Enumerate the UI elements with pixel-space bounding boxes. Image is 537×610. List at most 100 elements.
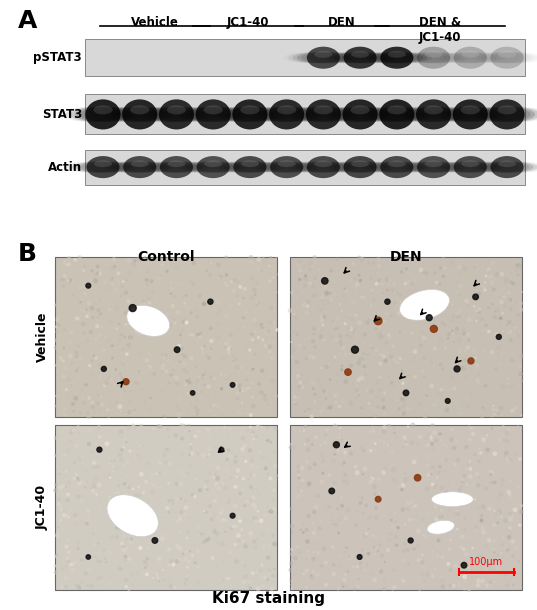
Circle shape: [410, 540, 414, 544]
Circle shape: [120, 477, 122, 479]
Circle shape: [427, 289, 428, 290]
Circle shape: [256, 436, 257, 437]
Circle shape: [381, 393, 383, 395]
Circle shape: [125, 323, 127, 326]
Circle shape: [415, 495, 416, 497]
Circle shape: [374, 414, 377, 417]
Circle shape: [219, 447, 224, 452]
Circle shape: [182, 320, 185, 323]
Circle shape: [224, 282, 226, 284]
Ellipse shape: [375, 162, 427, 173]
Circle shape: [109, 309, 110, 310]
Circle shape: [140, 407, 141, 409]
Circle shape: [503, 426, 504, 427]
Circle shape: [505, 281, 507, 284]
Ellipse shape: [369, 107, 425, 122]
Circle shape: [267, 404, 268, 405]
Circle shape: [241, 390, 243, 392]
Circle shape: [59, 473, 61, 475]
Circle shape: [366, 564, 368, 565]
Circle shape: [54, 489, 57, 492]
Circle shape: [177, 406, 178, 407]
Circle shape: [242, 489, 243, 490]
Circle shape: [216, 466, 220, 469]
Circle shape: [178, 558, 181, 561]
Circle shape: [264, 397, 267, 401]
Circle shape: [267, 330, 270, 332]
Circle shape: [186, 378, 188, 381]
Ellipse shape: [481, 162, 533, 173]
Circle shape: [495, 333, 498, 336]
Ellipse shape: [75, 107, 131, 122]
Circle shape: [304, 337, 308, 341]
Circle shape: [324, 441, 326, 443]
Circle shape: [76, 561, 79, 564]
Circle shape: [483, 524, 484, 525]
Circle shape: [371, 476, 372, 478]
Circle shape: [269, 365, 271, 368]
Circle shape: [373, 547, 375, 548]
Circle shape: [464, 300, 466, 301]
Circle shape: [442, 275, 445, 278]
Circle shape: [359, 377, 361, 379]
Circle shape: [239, 549, 240, 550]
Circle shape: [357, 585, 359, 588]
Circle shape: [379, 389, 381, 391]
Circle shape: [207, 401, 209, 403]
Circle shape: [228, 575, 229, 576]
Circle shape: [243, 461, 244, 462]
Circle shape: [121, 362, 124, 365]
Circle shape: [362, 356, 364, 357]
Circle shape: [250, 475, 251, 476]
Circle shape: [461, 536, 464, 538]
Circle shape: [176, 357, 177, 359]
Circle shape: [518, 365, 521, 368]
Circle shape: [383, 430, 386, 432]
Circle shape: [222, 404, 224, 407]
Circle shape: [481, 415, 483, 418]
Circle shape: [255, 490, 256, 492]
Circle shape: [294, 379, 295, 381]
Circle shape: [88, 568, 90, 570]
Circle shape: [410, 317, 412, 319]
Circle shape: [251, 433, 253, 435]
Circle shape: [426, 395, 427, 396]
Circle shape: [403, 403, 405, 405]
Ellipse shape: [489, 162, 537, 173]
Circle shape: [88, 396, 91, 400]
Circle shape: [214, 295, 215, 296]
Circle shape: [309, 262, 312, 265]
Circle shape: [343, 461, 345, 464]
Ellipse shape: [204, 106, 223, 115]
Circle shape: [430, 325, 437, 332]
Circle shape: [307, 296, 310, 299]
Circle shape: [462, 328, 465, 332]
Circle shape: [111, 503, 114, 506]
Ellipse shape: [68, 162, 121, 173]
Circle shape: [373, 485, 376, 489]
Circle shape: [64, 586, 68, 588]
Circle shape: [432, 364, 434, 367]
Circle shape: [221, 519, 224, 522]
Circle shape: [320, 329, 322, 331]
Circle shape: [494, 481, 496, 484]
Circle shape: [509, 493, 511, 496]
Circle shape: [388, 334, 390, 336]
Circle shape: [184, 520, 185, 522]
Circle shape: [499, 334, 502, 337]
Circle shape: [308, 447, 310, 450]
Circle shape: [77, 523, 78, 524]
Circle shape: [253, 438, 255, 440]
Circle shape: [411, 423, 415, 427]
Circle shape: [95, 357, 97, 359]
Circle shape: [174, 587, 176, 589]
Circle shape: [158, 274, 161, 278]
Circle shape: [342, 464, 344, 465]
Circle shape: [367, 354, 369, 355]
Circle shape: [257, 257, 260, 261]
Circle shape: [121, 386, 125, 389]
Circle shape: [480, 451, 482, 454]
Circle shape: [356, 565, 358, 568]
Circle shape: [124, 555, 127, 558]
Circle shape: [88, 538, 91, 541]
